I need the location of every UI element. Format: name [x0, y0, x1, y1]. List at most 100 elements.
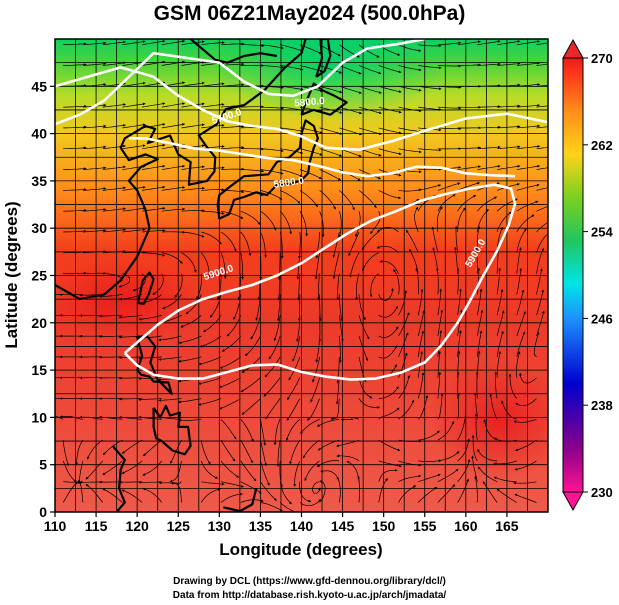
streamline: [198, 377, 222, 385]
streamline: [457, 478, 469, 503]
streamline: [536, 310, 545, 337]
streamline: [336, 454, 360, 462]
streamline: [102, 207, 126, 212]
streamline: [161, 186, 186, 191]
streamline: [102, 460, 123, 476]
streamline: [378, 190, 402, 200]
streamline: [201, 252, 211, 278]
streamline: [417, 330, 424, 357]
streamline: [181, 40, 205, 46]
streamline: [201, 481, 225, 486]
y-tick-label: 5: [39, 457, 47, 473]
streamline: [201, 210, 225, 215]
streamline: [220, 460, 240, 478]
streamline: [437, 64, 462, 68]
streamline: [418, 106, 442, 111]
streamline: [142, 123, 166, 129]
streamline: [456, 267, 460, 295]
streamline: [122, 250, 146, 254]
streamline: [98, 480, 123, 484]
streamline: [280, 169, 303, 177]
streamline: [418, 430, 440, 441]
streamline: [536, 221, 548, 233]
credit-data: Data from http://database.rish.kyoto-u.a…: [172, 590, 447, 601]
coastline: [152, 404, 192, 456]
streamline: [398, 127, 422, 133]
streamline: [319, 85, 343, 94]
streamline: [418, 473, 441, 483]
colorbar-tick-label: 262: [591, 138, 613, 153]
streamline: [220, 231, 237, 252]
height-contour: [55, 66, 548, 151]
streamline: [260, 502, 283, 511]
streamline: [376, 226, 399, 233]
streamline: [457, 350, 461, 378]
streamline: [273, 419, 281, 446]
streamline: [418, 85, 442, 91]
streamline: [298, 231, 301, 259]
streamline: [514, 460, 537, 471]
streamline: [292, 335, 301, 362]
streamline: [378, 287, 394, 301]
colorbar-tick-label: 246: [591, 311, 613, 326]
streamline: [457, 207, 466, 233]
streamline: [471, 434, 478, 462]
streamline: [508, 373, 518, 399]
streamline: [398, 106, 422, 113]
streamline: [418, 167, 442, 171]
x-tick-label: 115: [85, 518, 108, 534]
streamline: [437, 106, 462, 110]
colorbar-tick-label: 238: [591, 398, 613, 413]
streamline: [286, 398, 301, 421]
grid-lines: [55, 39, 548, 512]
height-contours: [55, 39, 548, 381]
streamline: [496, 310, 505, 337]
streamline: [63, 63, 87, 67]
streamline: [122, 228, 146, 233]
streamline: [477, 165, 501, 170]
streamline: [122, 81, 146, 87]
streamline: [370, 211, 381, 234]
streamline: [279, 210, 292, 235]
streamline: [378, 148, 402, 156]
height-contour: [128, 137, 516, 178]
streamline: [477, 105, 501, 108]
streamline: [302, 439, 320, 459]
streamline: [279, 190, 301, 204]
streamline: [260, 148, 284, 153]
streamline: [181, 252, 197, 273]
streamline: [358, 169, 382, 180]
streamline: [240, 169, 265, 173]
y-tick-label: 15: [31, 362, 47, 378]
colorbar-tick-label: 230: [591, 485, 613, 500]
streamline: [85, 460, 103, 480]
streamline: [102, 228, 127, 233]
y-tick-label: 35: [31, 173, 47, 189]
streamline: [477, 62, 501, 66]
streamline: [181, 209, 205, 213]
streamline: [99, 294, 123, 298]
streamline: [336, 439, 360, 447]
streamline: [240, 419, 254, 442]
streamline: [142, 164, 166, 170]
streamline: [336, 273, 340, 301]
streamline: [320, 469, 340, 482]
streamline: [516, 103, 541, 108]
streamline: [513, 418, 537, 424]
streamline: [219, 356, 241, 369]
streamline: [209, 294, 222, 318]
streamline: [260, 44, 284, 50]
streamline: [457, 392, 461, 420]
streamline: [362, 252, 379, 272]
streamline: [142, 229, 166, 233]
streamline: [483, 419, 498, 441]
streamline: [63, 125, 87, 129]
streamline: [319, 148, 343, 157]
streamline: [299, 498, 322, 507]
streamline: [122, 40, 146, 46]
warm-region: [430, 360, 548, 480]
streamline: [338, 211, 342, 238]
streamline: [240, 481, 262, 494]
streamline: [513, 481, 537, 485]
streamline: [142, 439, 163, 457]
